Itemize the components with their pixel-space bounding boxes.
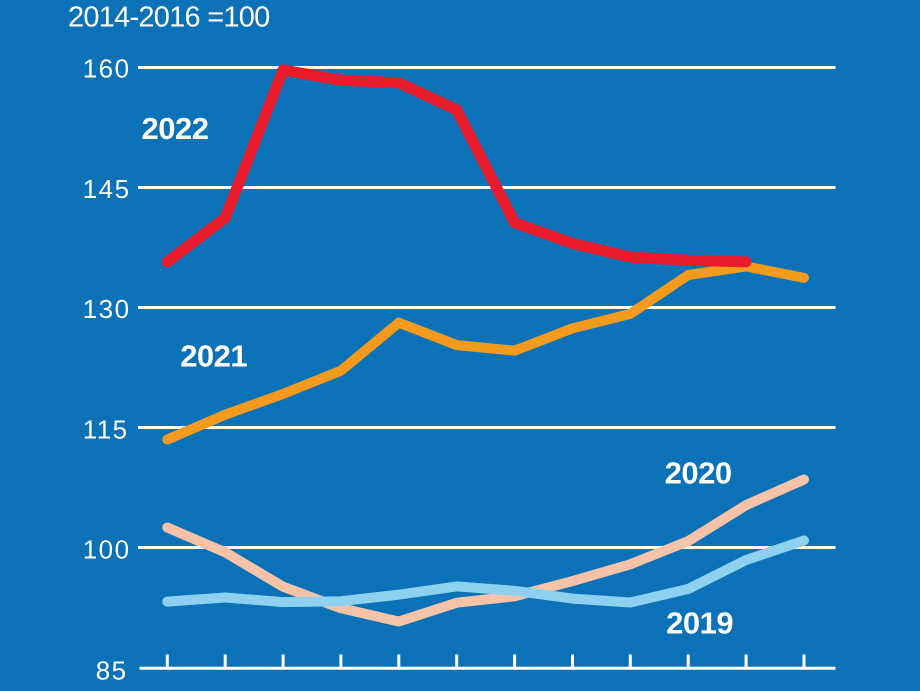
svg-text:2019: 2019 [666, 605, 733, 640]
svg-text:130: 130 [83, 294, 131, 324]
svg-text:115: 115 [83, 414, 129, 444]
svg-text:2021: 2021 [180, 338, 247, 373]
svg-text:145: 145 [83, 174, 131, 204]
svg-text:160: 160 [83, 54, 131, 84]
svg-text:2020: 2020 [665, 456, 732, 491]
svg-text:2022: 2022 [142, 111, 209, 146]
svg-text:100: 100 [83, 535, 131, 565]
svg-text:85: 85 [96, 656, 128, 686]
svg-text:2014-2016 =100: 2014-2016 =100 [68, 2, 270, 34]
